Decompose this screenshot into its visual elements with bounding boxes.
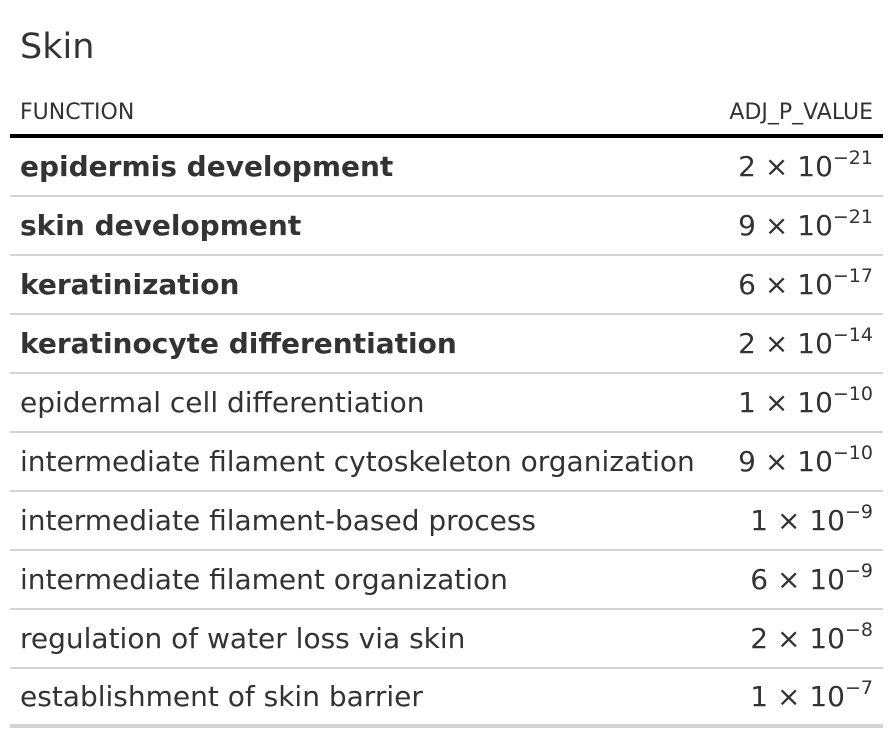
table-title: Skin — [20, 27, 95, 67]
p-value-times-ten: × 10 — [756, 209, 833, 242]
table-row: intermediate filament-based process 1 × 1… — [10, 492, 883, 551]
p-value-mantissa: 1 — [750, 680, 769, 713]
p-value-times-ten: × 10 — [768, 504, 845, 537]
p-value-exponent: −21 — [832, 206, 873, 228]
p-value-times-ten: × 10 — [756, 327, 833, 360]
header-function: FUNCTION — [20, 100, 135, 125]
p-value-exponent: −9 — [844, 560, 873, 582]
p-value-exponent: −8 — [844, 619, 873, 641]
p-value-exponent: −14 — [832, 324, 873, 346]
p-value-times-ten: × 10 — [756, 386, 833, 419]
p-value-mantissa: 1 — [750, 504, 769, 537]
function-cell: regulation of water loss via skin — [20, 622, 466, 655]
p-value-exponent: −10 — [832, 442, 873, 464]
table-row: keratinocyte differentiation 2 × 10−14 — [10, 315, 883, 374]
table-row: epidermis development 2 × 10−21 — [10, 138, 883, 197]
p-value-mantissa: 9 — [738, 445, 756, 478]
p-value-mantissa: 9 — [738, 209, 756, 242]
function-cell: epidermal cell differentiation — [20, 386, 425, 419]
p-value-cell: 9 × 10−21 — [738, 206, 883, 242]
table-row: keratinization 6 × 10−17 — [10, 256, 883, 315]
p-value-exponent: −9 — [844, 501, 873, 523]
function-cell: skin development — [20, 209, 302, 242]
p-value-cell: 1 × 10−7 — [750, 677, 883, 713]
header-adj-p-value: ADJ_P_VALUE — [729, 100, 873, 125]
table-body: epidermis development 2 × 10−21 skin devel… — [10, 138, 883, 728]
p-value-times-ten: × 10 — [768, 563, 845, 596]
table-row: intermediate filament cytoskeleton organ… — [10, 433, 883, 492]
function-cell: establishment of skin barrier — [20, 680, 423, 713]
table-row: regulation of water loss via skin 2 × 10−… — [10, 610, 883, 669]
function-cell: keratinization — [20, 268, 240, 301]
p-value-mantissa: 1 — [738, 386, 756, 419]
table-row: establishment of skin barrier 1 × 10−7 — [10, 669, 883, 728]
p-value-mantissa: 6 — [738, 268, 756, 301]
table-row: skin development 9 × 10−21 — [10, 197, 883, 256]
p-value-cell: 1 × 10−10 — [738, 383, 883, 419]
function-cell: intermediate filament cytoskeleton organ… — [20, 445, 695, 478]
p-value-cell: 2 × 10−21 — [738, 147, 883, 183]
p-value-times-ten: × 10 — [768, 622, 845, 655]
p-value-cell: 2 × 10−8 — [750, 619, 883, 655]
function-cell: intermediate filament organization — [20, 563, 508, 596]
p-value-cell: 2 × 10−14 — [738, 324, 883, 360]
p-value-times-ten: × 10 — [768, 680, 845, 713]
p-value-cell: 6 × 10−17 — [738, 265, 883, 301]
p-value-cell: 6 × 10−9 — [750, 560, 883, 596]
table-header: FUNCTION ADJ_P_VALUE — [10, 91, 883, 138]
p-value-times-ten: × 10 — [756, 268, 833, 301]
p-value-cell: 9 × 10−10 — [738, 442, 883, 478]
table-row: intermediate filament organization 6 × 10… — [10, 551, 883, 610]
function-cell: keratinocyte differentiation — [20, 327, 457, 360]
p-value-exponent: −10 — [832, 383, 873, 405]
p-value-exponent: −17 — [832, 265, 873, 287]
p-value-exponent: −21 — [832, 147, 873, 169]
p-value-mantissa: 2 — [738, 150, 756, 183]
p-value-cell: 1 × 10−9 — [750, 501, 883, 537]
p-value-times-ten: × 10 — [756, 150, 833, 183]
table-row: epidermal cell differentiation 1 × 10−10 — [10, 374, 883, 433]
function-cell: intermediate filament-based process — [20, 504, 536, 537]
results-table: Skin FUNCTION ADJ_P_VALUE epidermis deve… — [10, 0, 883, 728]
p-value-mantissa: 2 — [738, 327, 756, 360]
p-value-mantissa: 2 — [750, 622, 769, 655]
p-value-mantissa: 6 — [750, 563, 769, 596]
p-value-exponent: −7 — [844, 677, 873, 699]
function-cell: epidermis development — [20, 150, 394, 183]
p-value-times-ten: × 10 — [756, 445, 833, 478]
